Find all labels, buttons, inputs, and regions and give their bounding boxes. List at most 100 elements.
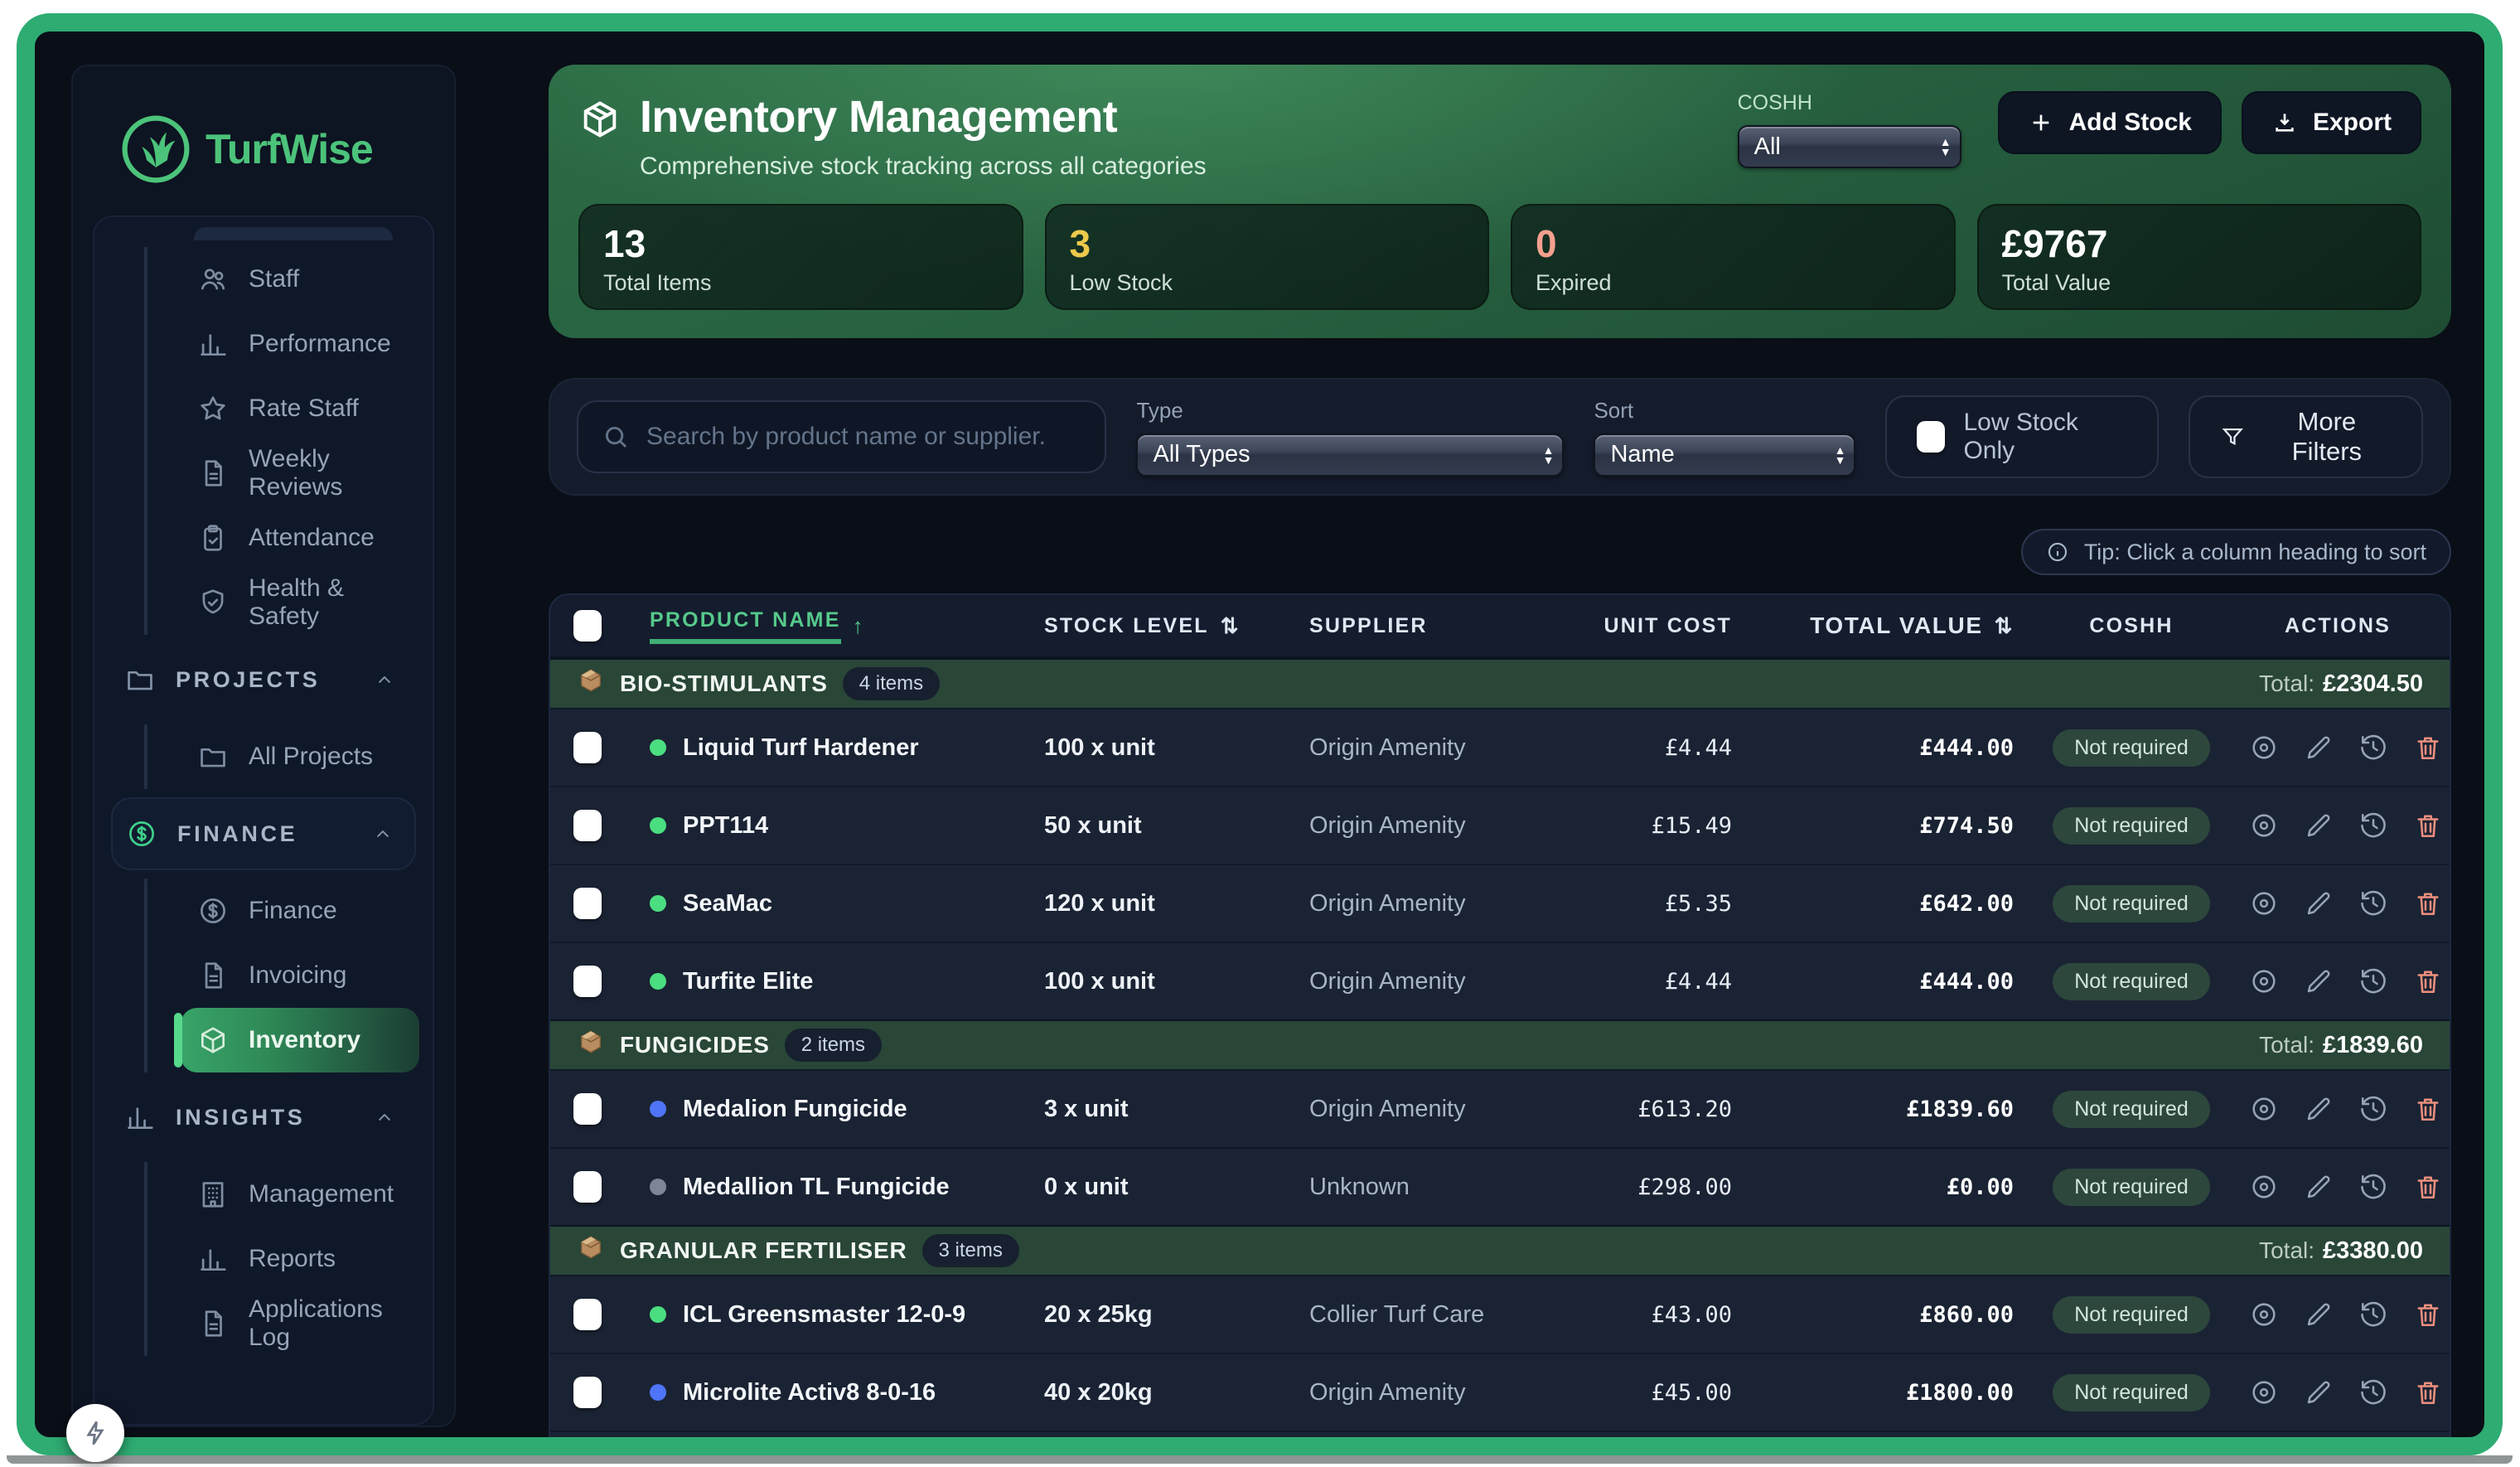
sidebar-item-weekly-reviews[interactable]: Weekly Reviews: [181, 441, 419, 506]
quick-actions-fab[interactable]: [66, 1404, 124, 1462]
brand-logo[interactable]: TurfWise: [93, 99, 434, 215]
add-stock-button[interactable]: Add Stock: [1997, 91, 2222, 154]
sidebar-item-attendance[interactable]: Attendance: [181, 506, 419, 570]
table-row-ppt114: PPT114 50 x unit Origin Amenity £15.49 £774.…: [550, 786, 2450, 864]
sidebar-item-performance[interactable]: Performance: [181, 312, 419, 376]
chevron-up-icon[interactable]: [371, 822, 394, 845]
chart-icon: [197, 328, 229, 360]
view-icon[interactable]: [2249, 1094, 2279, 1124]
group-header-bio-stimulants[interactable]: BIO-STIMULANTS 4 items Total: £2304.50: [550, 658, 2450, 708]
delete-icon[interactable]: [2413, 1172, 2443, 1202]
view-icon[interactable]: [2249, 888, 2279, 918]
history-icon[interactable]: [2358, 1300, 2388, 1329]
edit-icon[interactable]: [2304, 966, 2334, 996]
chevron-up-icon[interactable]: [373, 1106, 396, 1129]
users-icon: [197, 264, 229, 295]
history-icon[interactable]: [2358, 1377, 2388, 1407]
sidebar-section-finance[interactable]: FINANCE: [111, 797, 416, 870]
stat-card-low-stock: 3 Low Stock: [1044, 204, 1489, 310]
row-checkbox[interactable]: [573, 732, 602, 763]
column-header-unit-cost[interactable]: UNIT COST: [1603, 613, 1732, 637]
stat-card-expired: 0 Expired: [1511, 204, 1956, 310]
history-icon[interactable]: [2358, 1094, 2388, 1124]
sidebar-section-insights[interactable]: INSIGHTS: [111, 1081, 416, 1154]
group-name: BIO-STIMULANTS: [620, 671, 828, 696]
column-header-product-name[interactable]: PRODUCT NAME ↑: [650, 608, 1044, 644]
group-header-granular-fertiliser[interactable]: GRANULAR FERTILISER 3 items Total: £3380.00: [550, 1225, 2450, 1275]
search-input[interactable]: [646, 423, 1082, 451]
sidebar-section-projects[interactable]: PROJECTS: [111, 643, 416, 716]
type-select[interactable]: All Types ▲ ▼: [1136, 433, 1565, 477]
sidebar-item-staff[interactable]: Staff: [181, 247, 419, 312]
chevron-up-icon[interactable]: [373, 668, 396, 691]
sidebar-item-reports[interactable]: Reports: [181, 1227, 419, 1291]
low-stock-checkbox[interactable]: [1917, 421, 1946, 453]
column-header-coshh[interactable]: COSHH: [2089, 613, 2174, 637]
supplier: Origin Amenity: [1309, 1095, 1466, 1122]
sidebar-item-health-safety[interactable]: Health & Safety: [181, 570, 419, 635]
row-checkbox[interactable]: [573, 966, 602, 997]
edit-icon[interactable]: [2304, 888, 2334, 918]
low-stock-only-toggle[interactable]: Low Stock Only: [1885, 395, 2160, 478]
filter-bar: Type All Types ▲▼ Sort Name ▲▼ Low Stock: [549, 378, 2451, 496]
delete-icon[interactable]: [2413, 1377, 2443, 1407]
table-header-row: PRODUCT NAME ↑ STOCK LEVEL ⇅ SUPPLIER UN…: [550, 595, 2450, 658]
view-icon[interactable]: [2249, 733, 2279, 763]
select-all-checkbox[interactable]: [573, 610, 602, 642]
delete-icon[interactable]: [2413, 966, 2443, 996]
column-header-supplier[interactable]: SUPPLIER: [1309, 613, 1428, 637]
edit-icon[interactable]: [2304, 733, 2334, 763]
row-checkbox[interactable]: [573, 1377, 602, 1408]
view-icon[interactable]: [2249, 1172, 2279, 1202]
row-checkbox[interactable]: [573, 1171, 602, 1203]
history-icon[interactable]: [2358, 733, 2388, 763]
view-icon[interactable]: [2249, 1377, 2279, 1407]
delete-icon[interactable]: [2413, 811, 2443, 840]
sidebar-item-finance[interactable]: Finance: [181, 879, 419, 943]
info-icon: [2048, 542, 2067, 562]
view-icon[interactable]: [2249, 1300, 2279, 1329]
row-checkbox[interactable]: [573, 1299, 602, 1330]
header-banner: Inventory Management Comprehensive stock…: [549, 65, 2451, 338]
sidebar-item-invoicing[interactable]: Invoicing: [181, 943, 419, 1008]
type-select-value: All Types: [1153, 441, 1250, 467]
view-icon[interactable]: [2249, 966, 2279, 996]
group-header-fungicides[interactable]: FUNGICIDES 2 items Total: £1839.60: [550, 1019, 2450, 1069]
view-icon[interactable]: [2249, 811, 2279, 840]
sidebar-item-rate-staff[interactable]: Rate Staff: [181, 376, 419, 441]
history-icon[interactable]: [2358, 1172, 2388, 1202]
sidebar-item-management[interactable]: Management: [181, 1162, 419, 1227]
row-checkbox[interactable]: [573, 888, 602, 919]
row-checkbox[interactable]: [573, 1093, 602, 1125]
edit-icon[interactable]: [2304, 1094, 2334, 1124]
sidebar-item-inventory[interactable]: Inventory: [174, 1008, 419, 1072]
history-icon[interactable]: [2358, 811, 2388, 840]
edit-icon[interactable]: [2304, 1300, 2334, 1329]
history-icon[interactable]: [2358, 966, 2388, 996]
delete-icon[interactable]: [2413, 1300, 2443, 1329]
coshh-select[interactable]: All ▲ ▼: [1737, 125, 1961, 168]
delete-icon[interactable]: [2413, 888, 2443, 918]
delete-icon[interactable]: [2413, 1094, 2443, 1124]
sidebar-item-applications-log[interactable]: Applications Log: [181, 1291, 419, 1356]
group-name: GRANULAR FERTILISER: [620, 1237, 907, 1263]
history-icon[interactable]: [2358, 888, 2388, 918]
delete-icon[interactable]: [2413, 733, 2443, 763]
sort-select[interactable]: Name ▲ ▼: [1594, 433, 1856, 477]
product-name: Medalion Fungicide: [683, 1095, 907, 1122]
plus-icon: [2033, 114, 2048, 131]
sidebar-item-all-projects[interactable]: All Projects: [181, 724, 419, 789]
coshh-badge: Not required: [2053, 806, 2210, 845]
coshh-select-value: All: [1753, 133, 1781, 160]
more-filters-button[interactable]: More Filters: [2189, 395, 2423, 478]
product-cell: Turfite Elite: [650, 968, 1044, 995]
export-button[interactable]: Export: [2241, 91, 2421, 154]
edit-icon[interactable]: [2304, 811, 2334, 840]
column-header-total-value[interactable]: TOTAL VALUE ⇅: [1810, 612, 2014, 638]
column-header-stock-level[interactable]: STOCK LEVEL ⇅: [1044, 612, 1241, 638]
product-cell: PPT114: [650, 812, 1044, 840]
edit-icon[interactable]: [2304, 1377, 2334, 1407]
sort-label: Sort: [1594, 397, 1634, 423]
row-checkbox[interactable]: [573, 810, 602, 841]
edit-icon[interactable]: [2304, 1172, 2334, 1202]
